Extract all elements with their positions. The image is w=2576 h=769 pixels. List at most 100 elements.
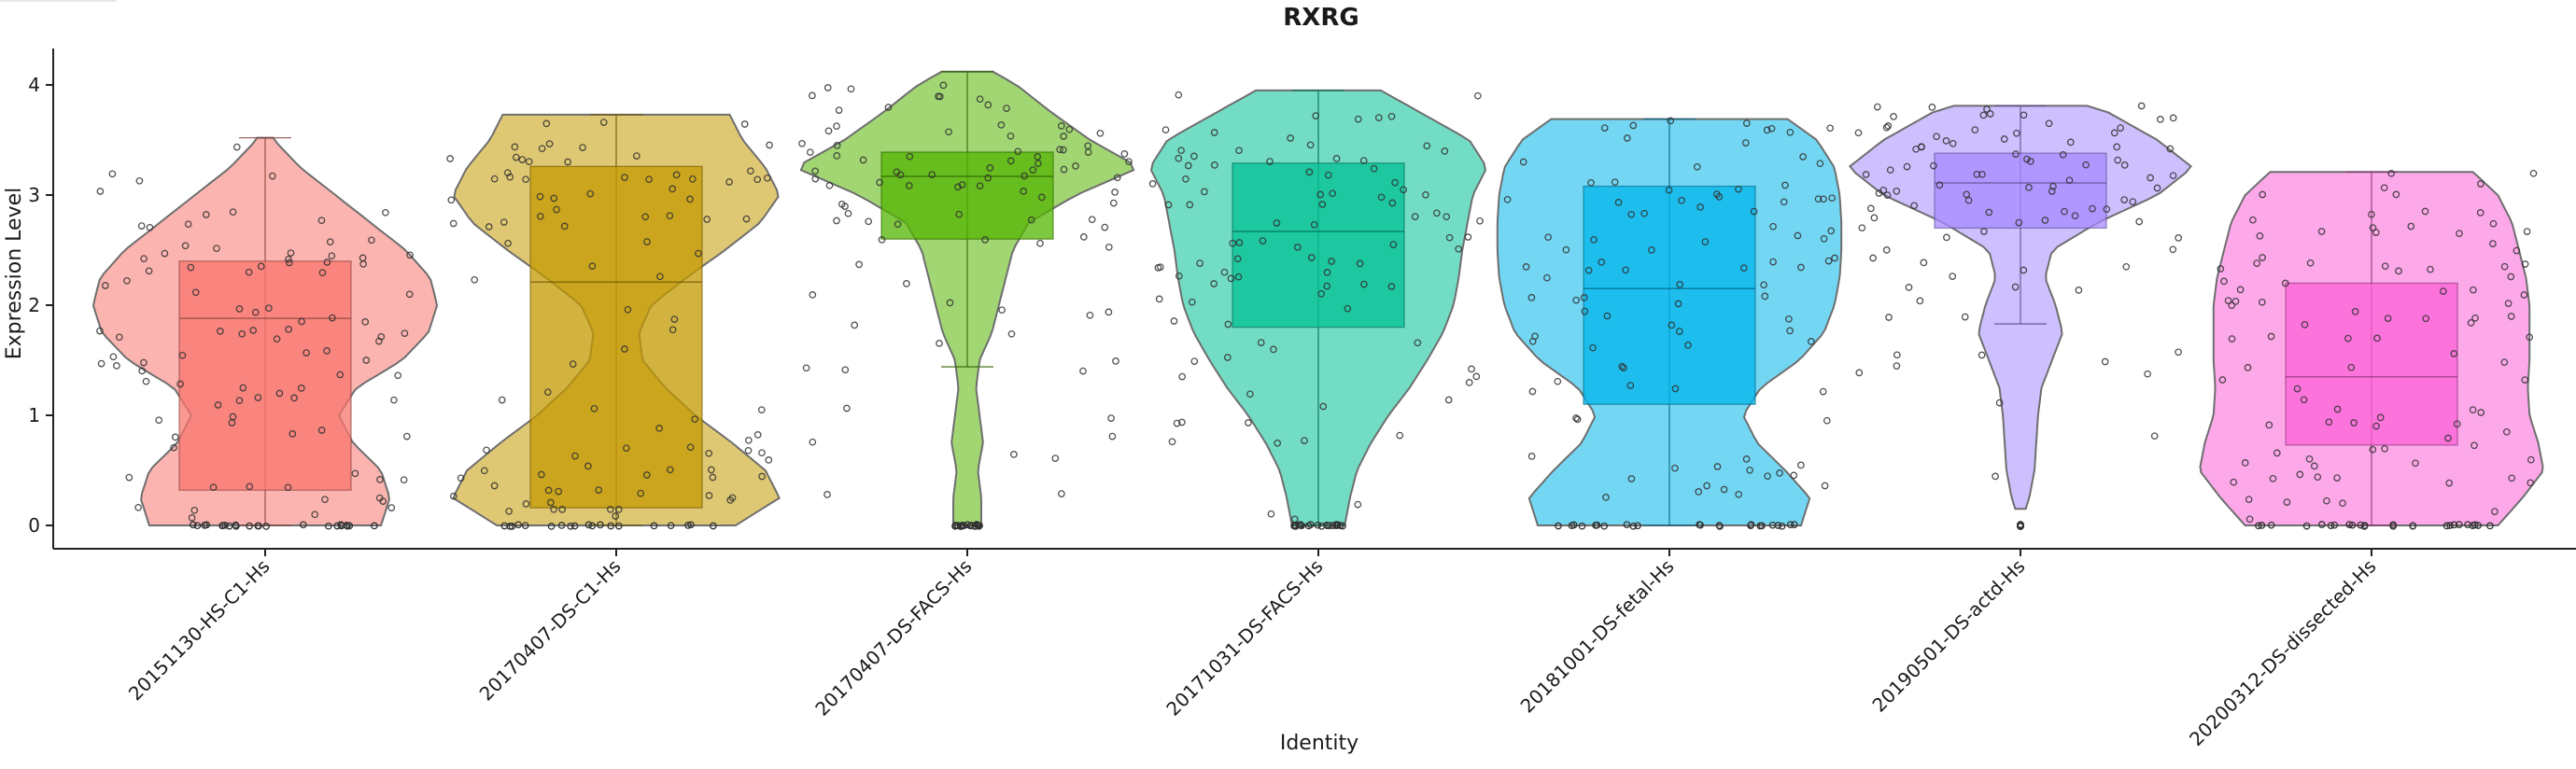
data-point (2283, 498, 2291, 506)
data-point (239, 384, 247, 392)
data-point (1184, 161, 1192, 170)
data-point (2427, 265, 2434, 273)
data-point (333, 522, 342, 530)
data-point (1354, 115, 1362, 123)
data-point (622, 444, 630, 453)
x-tick-label: 20170407-DS-FACS-Hs (810, 555, 976, 720)
data-point (975, 522, 983, 530)
data-point (101, 282, 109, 289)
data-point (1359, 157, 1368, 164)
data-point (2446, 522, 2454, 529)
data-point (1761, 292, 1769, 301)
data-point (936, 340, 943, 347)
data-point (569, 360, 577, 368)
data-point (703, 216, 711, 223)
data-point (1828, 194, 1837, 203)
data-point (984, 101, 992, 109)
data-point (960, 522, 968, 530)
y-tick-label: 2 (28, 294, 40, 316)
data-point (2477, 180, 2485, 188)
data-point (2153, 184, 2161, 192)
data-point (504, 239, 512, 247)
x-tick-label: 20151130-HS-C1-Hs (124, 555, 274, 706)
data-point (2381, 444, 2388, 453)
data-point (1235, 239, 1244, 246)
data-point (1323, 269, 1331, 276)
data-point (2169, 114, 2177, 122)
x-axis-label: Identity (1280, 732, 1358, 755)
data-point (1884, 122, 1893, 130)
data-point (1328, 258, 1335, 265)
data-point (96, 188, 105, 195)
data-point (1010, 451, 1018, 458)
data-point (1334, 521, 1342, 529)
data-point (606, 505, 614, 513)
data-point (2470, 286, 2477, 294)
data-point (833, 142, 841, 149)
data-point (1961, 313, 1969, 321)
data-point (2169, 172, 2177, 180)
data-point (2500, 262, 2509, 271)
corner-mark (0, 0, 116, 2)
data-point (2244, 364, 2252, 371)
data-point (505, 507, 513, 515)
data-point (1629, 121, 1638, 130)
data-point (2489, 219, 2498, 228)
data-point (187, 263, 195, 272)
data-point (1058, 490, 1065, 497)
data-point (1905, 284, 1913, 291)
data-point (2317, 521, 2326, 528)
data-point (232, 522, 240, 530)
data-point (214, 401, 222, 409)
data-point (2369, 445, 2377, 454)
data-point (405, 290, 414, 299)
data-point (273, 335, 281, 343)
data-point (1387, 283, 1396, 290)
data-point (229, 208, 237, 217)
data-point (390, 396, 398, 404)
data-point (1329, 189, 1337, 198)
data-point (449, 492, 457, 500)
data-point (1786, 327, 1794, 335)
box-iqr (1232, 162, 1405, 329)
data-point (2089, 204, 2096, 213)
data-point (1178, 418, 1186, 426)
data-point (1220, 268, 1229, 276)
data-point (1781, 181, 1789, 189)
data-point (650, 522, 658, 530)
data-point (705, 449, 713, 457)
data-point (670, 315, 679, 323)
data-point (123, 276, 131, 285)
data-point (2513, 246, 2521, 255)
data-point (2110, 129, 2119, 137)
data-point (178, 351, 187, 359)
data-point (710, 522, 717, 530)
data-point (684, 522, 692, 529)
data-point (1422, 190, 1429, 199)
data-point (303, 349, 310, 357)
data-point (138, 367, 146, 375)
data-point (1742, 455, 1751, 463)
data-point (2228, 301, 2236, 310)
data-point (2471, 314, 2479, 322)
data-point (512, 153, 520, 161)
data-point (2467, 319, 2475, 327)
data-point (1312, 112, 1320, 119)
data-point (235, 305, 244, 313)
data-point (257, 262, 265, 271)
data-point (2486, 522, 2494, 530)
data-point (1763, 126, 1771, 134)
data-point (1742, 119, 1751, 127)
data-point (2156, 116, 2164, 123)
data-point (229, 412, 237, 421)
data-point (2507, 313, 2515, 320)
data-point (1648, 246, 1655, 254)
data-point (1797, 461, 1805, 469)
data-point (1735, 185, 1742, 193)
data-point (544, 486, 553, 495)
data-point (1992, 472, 1999, 481)
data-point (687, 521, 695, 529)
data-point (2265, 421, 2273, 429)
data-point (666, 466, 674, 474)
data-point (2421, 207, 2429, 216)
